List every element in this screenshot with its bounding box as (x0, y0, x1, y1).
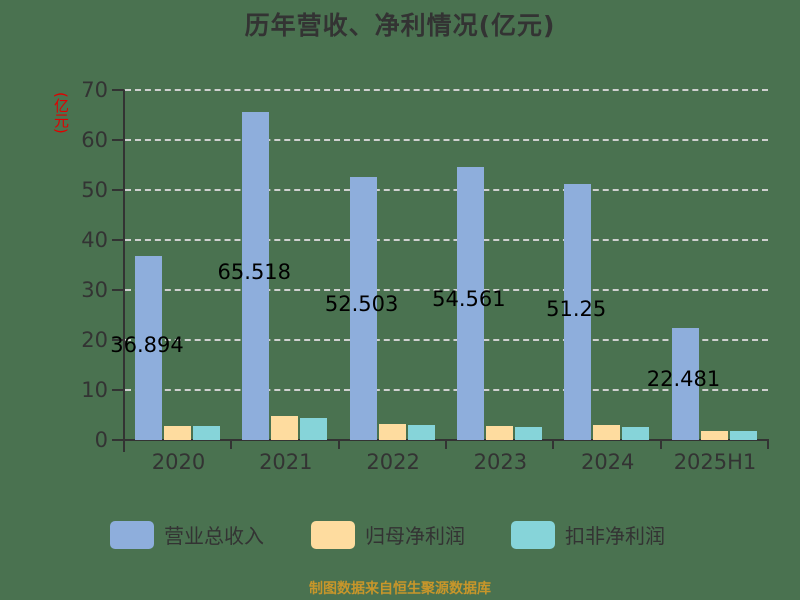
y-tick-mark (112, 189, 124, 191)
deducted-profit-bar (193, 426, 220, 440)
y-tick-mark (112, 89, 124, 91)
deducted-profit-bar (514, 427, 542, 440)
y-tick-label: 60 (81, 128, 108, 152)
deducted-profit-bar (729, 431, 757, 440)
revenue-bar (349, 177, 377, 440)
gridline (125, 239, 768, 241)
legend-item-net-profit[interactable]: 归母净利润 (311, 520, 465, 549)
y-tick-mark (112, 389, 124, 391)
y-tick-mark (112, 439, 124, 441)
revenue-bar (242, 112, 270, 440)
y-tick-mark (112, 339, 124, 341)
revenue-bar (671, 327, 699, 440)
x-tick-label: 2020 (151, 450, 206, 474)
y-tick-label: 50 (81, 178, 108, 202)
net-profit-bar (271, 416, 299, 440)
gridline (125, 339, 768, 341)
x-tick-mark (552, 439, 555, 449)
gridline (125, 189, 768, 191)
legend-swatch-net-profit (311, 520, 355, 549)
y-tick-label: 20 (81, 328, 108, 352)
y-axis-label: (亿元) (52, 92, 70, 134)
legend-swatch-deducted-profit (511, 520, 555, 549)
y-tick-label: 0 (94, 428, 108, 452)
value-label: 36.894 (110, 333, 184, 357)
deducted-profit-bar (407, 425, 435, 440)
value-label: 51.25 (546, 297, 607, 321)
deducted-profit-bar (622, 427, 650, 440)
net-profit-bar (164, 426, 191, 440)
revenue-bar (135, 255, 162, 440)
x-tick-label: 2021 (259, 450, 313, 474)
legend-label: 扣非净利润 (565, 524, 665, 548)
value-label: 54.561 (432, 287, 506, 311)
x-tick-label: 2023 (473, 450, 528, 474)
source-footer: 制图数据来自恒生聚源数据库 (309, 581, 491, 597)
y-tick-mark (112, 139, 124, 141)
x-tick-mark (337, 439, 340, 449)
y-tick-label: 70 (81, 78, 108, 102)
legend-label: 归母净利润 (365, 524, 465, 548)
y-axis-line (123, 90, 125, 452)
y-tick-mark (112, 289, 124, 291)
y-tick-mark (112, 239, 124, 241)
deducted-profit-bar (300, 418, 328, 440)
legend-swatch-revenue (110, 520, 154, 549)
x-tick-mark (659, 439, 662, 449)
gridline (125, 289, 768, 291)
gridline (125, 139, 768, 141)
gridline (125, 89, 768, 91)
value-label: 65.518 (217, 260, 292, 284)
chart-title: 历年营收、净利情况(亿元) (244, 11, 556, 40)
x-tick-label: 2022 (366, 450, 420, 474)
net-profit-bar (700, 431, 728, 440)
legend-item-revenue[interactable]: 营业总收入 (110, 520, 264, 549)
net-profit-bar (378, 424, 406, 440)
x-tick-mark (444, 439, 447, 449)
revenue-bar (564, 183, 592, 440)
x-tick-mark (766, 439, 769, 449)
value-label: 52.503 (324, 292, 399, 316)
x-tick-label: 2025H1 (673, 450, 757, 474)
net-profit-bar (593, 425, 621, 440)
x-tick-mark (230, 439, 233, 449)
revenue-bar (456, 167, 484, 440)
legend: 营业总收入 归母净利润 扣非净利润 (0, 520, 800, 550)
legend-item-deducted-profit[interactable]: 扣非净利润 (511, 520, 665, 549)
value-label: 22.481 (646, 367, 721, 391)
y-tick-label: 30 (81, 278, 108, 302)
x-tick-mark (123, 439, 125, 449)
legend-label: 营业总收入 (164, 524, 264, 548)
net-profit-bar (485, 426, 513, 440)
y-tick-label: 10 (81, 378, 108, 402)
x-tick-label: 2024 (580, 450, 635, 474)
y-tick-label: 40 (81, 228, 108, 252)
gridline (125, 389, 768, 391)
